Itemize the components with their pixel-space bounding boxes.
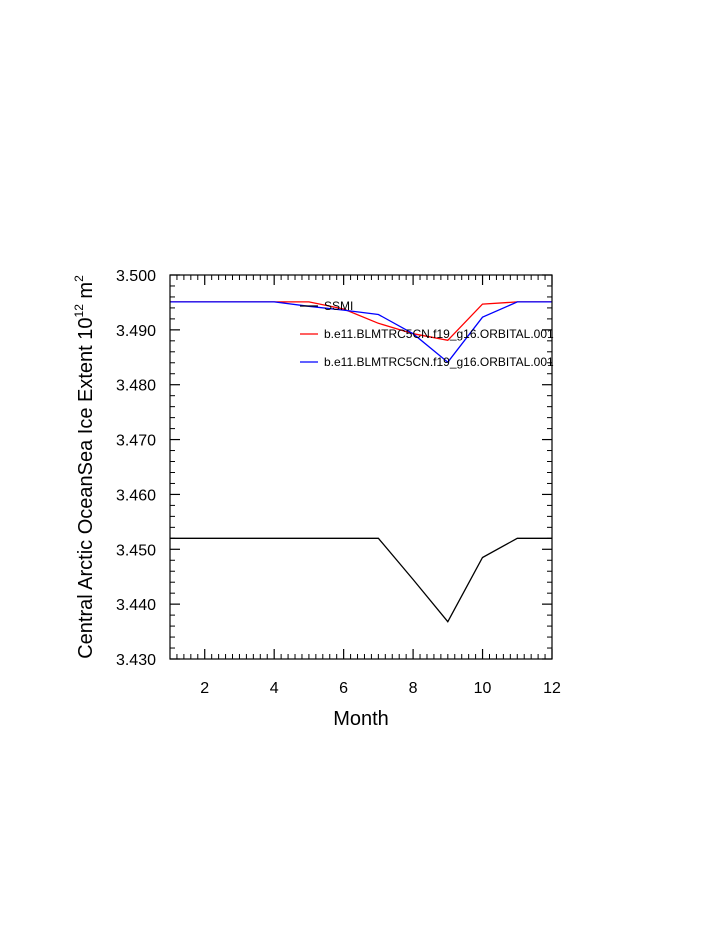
y-axis-label-exponent: 12 [72, 304, 86, 318]
legend: SSMIb.e11.BLMTRC5CN.f19_g16.ORBITAL.001b… [300, 299, 554, 369]
x-tick-label: 4 [270, 680, 279, 697]
legend-label-1: b.e11.BLMTRC5CN.f19_g16.ORBITAL.001 [324, 327, 554, 341]
y-axis-label-unit: m [75, 282, 97, 304]
y-tick-label: 3.480 [116, 378, 156, 395]
legend-label-0: SSMI [324, 299, 353, 313]
tick-labels: 2 4 6 8 10 12 3.430 3.440 3.450 3.460 3.470 3.480 3.… [116, 268, 561, 697]
y-axis-label: Central Arctic OceanSea Ice Extent 1012 … [72, 275, 97, 659]
x-tick-label: 10 [474, 680, 492, 697]
y-tick-label: 3.500 [116, 268, 156, 285]
y-tick-label: 3.490 [116, 323, 156, 340]
x-tick-label: 12 [543, 680, 561, 697]
legend-label-2: b.e11.BLMTRC5CN.f19_g16.ORBITAL.001 [324, 355, 554, 369]
y-tick-label: 3.450 [116, 542, 156, 559]
y-axis-label-unit-exponent: 2 [72, 275, 86, 282]
x-tick-label: 2 [200, 680, 209, 697]
y-tick-label: 3.440 [116, 597, 156, 614]
plot-frame [169, 274, 553, 660]
x-tick-label: 6 [339, 680, 348, 697]
series-line-2 [170, 301, 552, 364]
y-tick-label: 3.470 [116, 433, 156, 450]
x-tick-label: 8 [409, 680, 418, 697]
series-line-0 [170, 537, 552, 623]
y-axis-label-main: Central Arctic OceanSea Ice Extent 10 [75, 317, 97, 658]
series-layer [170, 301, 552, 623]
y-tick-label: 3.460 [116, 487, 156, 504]
y-tick-label: 3.430 [116, 652, 156, 669]
x-axis-label: Month [333, 708, 389, 730]
axis-ticks [169, 274, 553, 660]
